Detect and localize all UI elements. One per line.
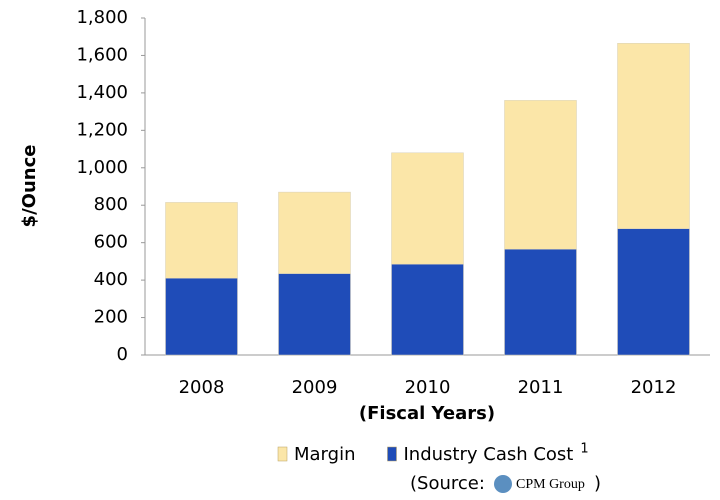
footnote-marker: 1 <box>580 442 588 457</box>
bar-segment <box>165 277 238 356</box>
bar-segment <box>504 100 577 250</box>
legend-label: Margin <box>294 444 355 465</box>
bar-segment <box>391 152 464 265</box>
bar-segment <box>278 191 351 274</box>
bar-segment <box>278 273 351 356</box>
source-prefix: (Source: <box>410 473 485 494</box>
source-suffix: ) <box>594 473 601 494</box>
y-tick-label: 1,600 <box>76 44 128 65</box>
bar-segment <box>617 228 690 356</box>
y-axis-label: $/Ounce <box>19 145 40 228</box>
bar-segment <box>165 202 238 279</box>
legend-label: Industry Cash Cost <box>403 444 573 465</box>
y-tick-label: 1,000 <box>76 157 128 178</box>
y-tick-label: 200 <box>94 307 128 328</box>
y-tick-label: 1,200 <box>76 119 128 140</box>
legend-swatch <box>277 446 288 462</box>
y-tick-label: 1,800 <box>76 7 128 28</box>
y-tick-label: 400 <box>94 269 128 290</box>
x-tick-label: 2012 <box>631 377 677 398</box>
x-tick-label: 2009 <box>292 377 338 398</box>
source-name: CPM Group <box>516 477 585 492</box>
bar-segment <box>617 43 690 229</box>
bar-segment <box>504 248 577 356</box>
x-tick-label: 2010 <box>405 377 451 398</box>
x-axis-label: (Fiscal Years) <box>359 403 495 424</box>
y-tick-label: 0 <box>117 344 128 365</box>
y-tick-label: 600 <box>94 232 128 253</box>
y-tick-label: 800 <box>94 194 128 215</box>
legend-swatch <box>387 446 397 462</box>
bar-segment <box>391 263 464 356</box>
x-tick-label: 2011 <box>518 377 564 398</box>
x-tick-label: 2008 <box>179 377 225 398</box>
source-logo <box>494 475 512 493</box>
y-tick-label: 1,400 <box>76 82 128 103</box>
